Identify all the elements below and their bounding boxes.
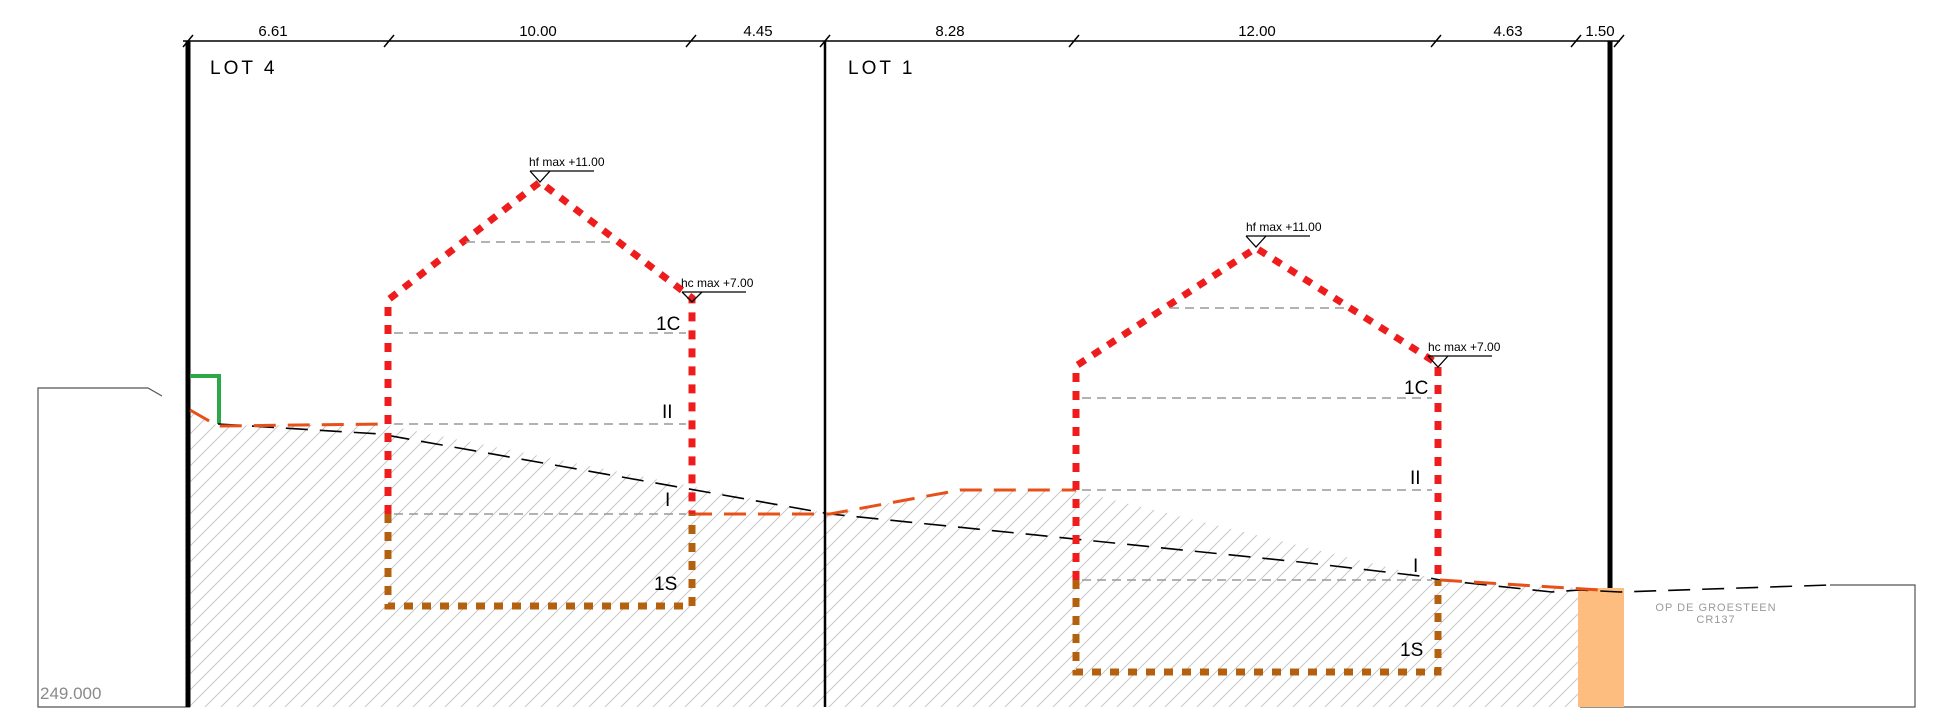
level-label-attic-lot4: 1C bbox=[656, 314, 680, 335]
neighbor-outline bbox=[37, 387, 190, 708]
ridge-marker-lot4 bbox=[529, 170, 594, 183]
building-lot1-below bbox=[1072, 580, 1442, 676]
new-terrain-lot4-right bbox=[690, 488, 1076, 516]
dim-label-4: 8.28 bbox=[935, 23, 964, 40]
existing-terrain bbox=[217, 423, 1831, 593]
dim-label-6: 4.63 bbox=[1493, 23, 1522, 40]
building-lot1: 1C II I 1S hf max +11.00 hc max +7.00 bbox=[1072, 220, 1501, 676]
dim-label-5: 12.00 bbox=[1238, 23, 1276, 40]
new-terrain bbox=[189, 408, 385, 428]
eave-marker-lot1 bbox=[1427, 355, 1492, 368]
ground-hatch bbox=[190, 410, 1580, 707]
lot-label-right: LOT 1 bbox=[848, 58, 915, 79]
eave-label-lot1: hc max +7.00 bbox=[1428, 340, 1501, 354]
level-label-second-lot1: II bbox=[1410, 468, 1421, 489]
reference-elevation: 249.000 bbox=[40, 684, 101, 703]
building-lot1-floors bbox=[1082, 307, 1432, 581]
lot-label-left: LOT 4 bbox=[210, 58, 277, 79]
building-lot4: 1C II I 1S hf max +11.00 hc max +7.00 bbox=[384, 155, 754, 610]
ridge-marker-lot1 bbox=[1245, 235, 1310, 248]
level-label-basement-lot1: 1S bbox=[1400, 640, 1423, 661]
building-lot4-above bbox=[384, 177, 696, 514]
ridge-label-lot1: hf max +11.00 bbox=[1246, 220, 1322, 234]
dim-label-1: 6.61 bbox=[258, 23, 287, 40]
level-label-first-lot1: I bbox=[1413, 556, 1418, 577]
road-code: CR137 bbox=[1696, 614, 1735, 626]
new-terrain-lot1-right bbox=[1439, 578, 1601, 592]
road-name: OP DE GROESTEEN bbox=[1655, 602, 1776, 614]
dim-label-7: 1.50 bbox=[1585, 23, 1614, 40]
dim-label-3: 4.45 bbox=[743, 23, 772, 40]
level-label-attic-lot1: 1C bbox=[1404, 378, 1428, 399]
level-label-first-lot4: I bbox=[665, 490, 670, 511]
eave-label-lot4: hc max +7.00 bbox=[681, 276, 754, 290]
level-label-basement-lot4: 1S bbox=[654, 574, 677, 595]
boundary-marker bbox=[190, 374, 221, 424]
dim-label-2: 10.00 bbox=[519, 23, 557, 40]
eave-marker-lot4 bbox=[681, 291, 746, 303]
road-strip bbox=[1578, 588, 1624, 707]
building-lot4-floors bbox=[394, 241, 686, 515]
right-outline bbox=[1580, 584, 1916, 708]
level-label-second-lot4: II bbox=[662, 402, 673, 423]
ridge-label-lot4: hf max +11.00 bbox=[529, 155, 605, 169]
